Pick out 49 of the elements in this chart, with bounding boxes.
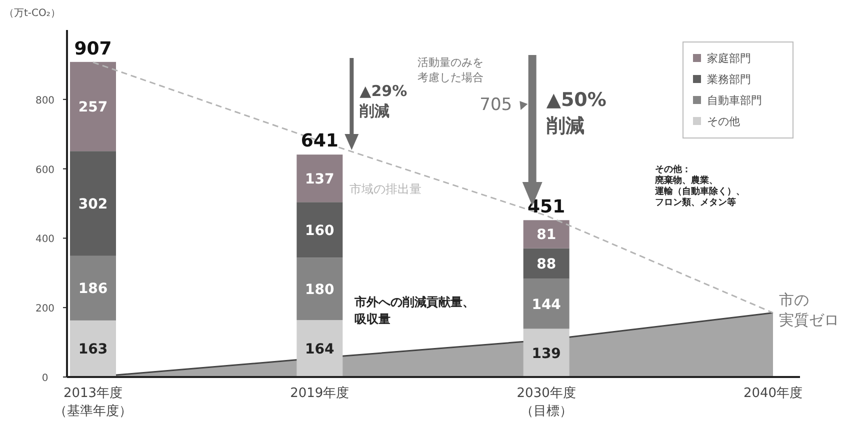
y-tick-label: 0	[42, 373, 48, 384]
bar	[523, 220, 570, 248]
data-label: 81	[536, 227, 556, 244]
data-label: 137	[305, 171, 334, 188]
annotation: 705	[480, 95, 512, 115]
y-axis-title: （万t-CO₂）	[4, 8, 60, 19]
bar	[523, 278, 570, 329]
legend-label: 業務部門	[707, 73, 751, 86]
data-label: 257	[78, 100, 108, 116]
annotation: 451	[528, 196, 566, 218]
data-label: 180	[305, 282, 335, 298]
x-tick-label: 2030年度（目標）	[516, 385, 576, 419]
bar	[70, 320, 116, 377]
legend-label: 家庭部門	[707, 52, 751, 65]
bar	[523, 328, 570, 377]
data-label: 144	[532, 296, 562, 313]
x-tick-label: 2013年度（基準年度）	[54, 385, 132, 419]
data-label: 139	[532, 346, 561, 362]
bar	[70, 62, 116, 152]
series-label: 市外への削減貢献量、吸収量	[354, 295, 475, 326]
annotation: 市の実質ゼロ	[779, 291, 839, 329]
data-label: 164	[305, 342, 335, 358]
data-label: 186	[78, 281, 108, 298]
annotation: その他：廃棄物、農業、運輸（自動車除く）、フロン類、メタン等	[654, 164, 745, 208]
bar	[523, 248, 570, 279]
bar	[70, 151, 116, 256]
annotation: 907	[74, 38, 112, 60]
annotation: ▲29%削減	[358, 82, 408, 120]
data-label: 163	[78, 342, 108, 358]
x-tick-label: 2019年度	[290, 385, 350, 401]
data-label: 302	[78, 196, 108, 212]
y-tick-label: 600	[35, 164, 55, 176]
y-tick-label: 800	[35, 95, 55, 106]
x-tick-label: 2040年度	[743, 385, 803, 401]
annotation: ▲50%削減	[545, 89, 606, 137]
bar	[296, 202, 343, 258]
annotation: 活動量のみを考慮した場合	[418, 56, 484, 84]
bar	[296, 154, 343, 202]
y-tick-label: 400	[35, 234, 55, 246]
series-label: 市域の排出量	[350, 182, 422, 196]
legend-label: その他	[707, 115, 740, 128]
data-label: 88	[536, 256, 556, 273]
annotation: 641	[300, 130, 338, 152]
bar	[70, 256, 116, 320]
data-label: 160	[305, 222, 335, 239]
legend-label: 自動車部門	[707, 94, 762, 107]
bar	[296, 258, 343, 320]
y-tick-label: 200	[35, 304, 55, 315]
bar	[296, 320, 343, 377]
